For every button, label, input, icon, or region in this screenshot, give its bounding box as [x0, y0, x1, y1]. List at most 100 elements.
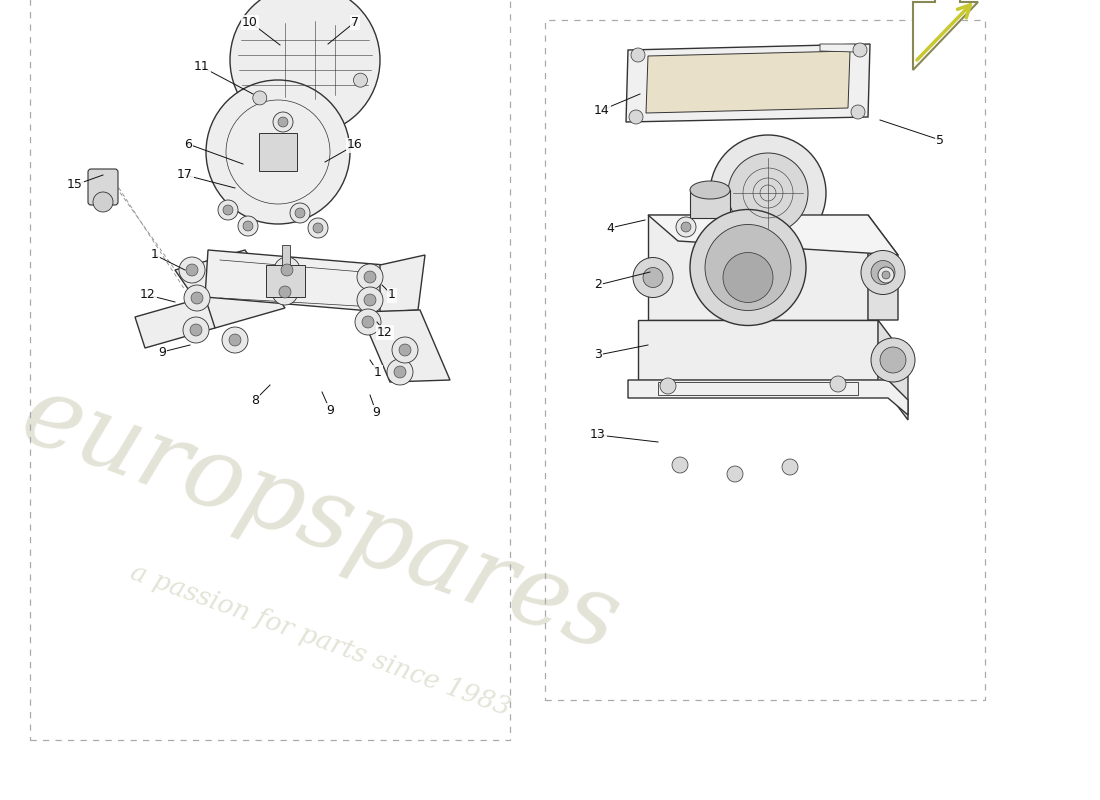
Circle shape — [278, 117, 288, 127]
FancyBboxPatch shape — [266, 265, 305, 297]
Circle shape — [186, 264, 198, 276]
Circle shape — [723, 253, 773, 302]
Circle shape — [222, 327, 248, 353]
Polygon shape — [648, 215, 898, 255]
Circle shape — [279, 286, 292, 298]
Text: 7: 7 — [351, 15, 359, 29]
Bar — [30, 0, 510, 740]
Polygon shape — [205, 250, 385, 312]
Circle shape — [782, 459, 797, 475]
Circle shape — [705, 225, 791, 310]
Circle shape — [308, 218, 328, 238]
Text: 4: 4 — [606, 222, 614, 234]
Text: 3: 3 — [594, 349, 602, 362]
Circle shape — [353, 73, 367, 87]
Circle shape — [880, 347, 906, 373]
Circle shape — [243, 221, 253, 231]
Circle shape — [272, 279, 298, 305]
Text: 9: 9 — [372, 406, 379, 418]
Text: 10: 10 — [242, 15, 257, 29]
Circle shape — [358, 264, 383, 290]
Polygon shape — [648, 215, 868, 320]
Text: 8: 8 — [251, 394, 258, 406]
Circle shape — [387, 359, 412, 385]
Text: 6: 6 — [184, 138, 191, 150]
Circle shape — [727, 466, 742, 482]
Circle shape — [394, 366, 406, 378]
Text: 14: 14 — [594, 103, 609, 117]
Text: a passion for parts since 1983: a passion for parts since 1983 — [126, 559, 514, 721]
Circle shape — [362, 316, 374, 328]
Circle shape — [280, 264, 293, 276]
Circle shape — [861, 250, 905, 294]
Polygon shape — [878, 320, 908, 420]
Text: 5: 5 — [936, 134, 944, 146]
Text: 1: 1 — [151, 249, 158, 262]
Polygon shape — [868, 215, 898, 320]
Circle shape — [238, 216, 258, 236]
Polygon shape — [282, 245, 290, 267]
Circle shape — [830, 376, 846, 392]
Circle shape — [392, 337, 418, 363]
Circle shape — [851, 105, 865, 119]
Text: 12: 12 — [377, 326, 393, 338]
Polygon shape — [135, 297, 214, 348]
Polygon shape — [913, 0, 978, 70]
Ellipse shape — [690, 181, 730, 199]
Text: europspares: europspares — [9, 368, 631, 672]
Polygon shape — [626, 44, 870, 122]
Text: 17: 17 — [177, 169, 192, 182]
Circle shape — [728, 153, 808, 233]
Circle shape — [882, 271, 890, 279]
Bar — [258, 133, 297, 171]
Polygon shape — [628, 380, 907, 415]
Text: 15: 15 — [67, 178, 82, 191]
Circle shape — [274, 257, 300, 283]
Polygon shape — [638, 320, 878, 380]
Text: 1: 1 — [374, 366, 382, 378]
Circle shape — [364, 271, 376, 283]
Circle shape — [871, 261, 895, 285]
Circle shape — [710, 135, 826, 251]
Circle shape — [852, 43, 867, 57]
Text: 11: 11 — [194, 61, 210, 74]
Text: 9: 9 — [326, 403, 334, 417]
Circle shape — [206, 80, 350, 224]
Circle shape — [230, 0, 380, 135]
Circle shape — [878, 267, 894, 283]
Text: 9: 9 — [158, 346, 166, 358]
Circle shape — [681, 222, 691, 232]
Circle shape — [183, 317, 209, 343]
Circle shape — [218, 200, 238, 220]
Circle shape — [191, 292, 204, 304]
Circle shape — [253, 91, 267, 105]
Circle shape — [190, 324, 202, 336]
Circle shape — [364, 294, 376, 306]
Polygon shape — [360, 310, 450, 382]
Circle shape — [660, 378, 676, 394]
Circle shape — [184, 285, 210, 311]
Text: 2: 2 — [594, 278, 602, 291]
Circle shape — [229, 334, 241, 346]
Circle shape — [631, 48, 645, 62]
Circle shape — [358, 287, 383, 313]
Circle shape — [871, 338, 915, 382]
Circle shape — [94, 192, 113, 212]
Circle shape — [399, 344, 411, 356]
Circle shape — [672, 457, 688, 473]
Polygon shape — [820, 44, 855, 52]
Bar — [544, 20, 984, 700]
Circle shape — [290, 203, 310, 223]
Ellipse shape — [690, 209, 730, 227]
Polygon shape — [646, 51, 850, 113]
Polygon shape — [379, 255, 425, 312]
Bar — [690, 190, 730, 218]
Text: 1: 1 — [388, 289, 396, 302]
Circle shape — [629, 110, 644, 124]
Text: 16: 16 — [348, 138, 363, 151]
Text: 13: 13 — [590, 429, 606, 442]
Circle shape — [644, 267, 663, 287]
Circle shape — [273, 112, 293, 132]
Circle shape — [632, 258, 673, 298]
Circle shape — [314, 223, 323, 233]
